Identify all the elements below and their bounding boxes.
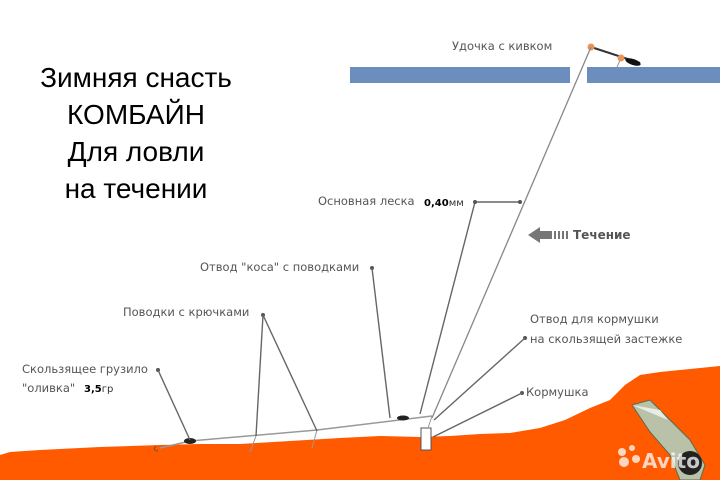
swivel-icon [397, 415, 409, 421]
label-sinker-weight: 3,5гр [84, 384, 113, 395]
sinker-icon [184, 438, 196, 444]
pointer-leader-1 [255, 314, 264, 437]
label-current: Течение [573, 228, 631, 242]
label-main-line: Основная леска [318, 194, 415, 208]
label-feeder: Кормушка [526, 385, 589, 399]
pointer-braid [371, 267, 391, 419]
label-feeder-branch-2: на скользящей застежке [530, 332, 682, 346]
title-line-3: Для ловли [68, 136, 205, 167]
feeder-link [427, 415, 433, 429]
hook-icon [153, 445, 159, 452]
ice-left [350, 67, 570, 83]
pointer-dot [473, 200, 477, 204]
pike-logo-icon [631, 399, 706, 480]
current-arrow-icon [528, 227, 568, 243]
label-hook-leaders: Поводки с крючками [123, 305, 249, 319]
label-main-line-value: 0,40мм [424, 198, 464, 209]
label-sinker-1: Скользящее грузило [22, 362, 148, 376]
rod-icon [587, 43, 641, 68]
label-feeder-branch-1: Отвод для кормушки [530, 312, 659, 326]
rig-line [159, 415, 433, 449]
pointer-sinker [157, 369, 191, 441]
pointer-leader-2 [262, 314, 318, 432]
title-line-1: Зимняя снасть [40, 62, 232, 93]
river-bottom [0, 366, 720, 480]
title-line-4: на течении [65, 173, 208, 204]
hook-leader [311, 429, 318, 449]
label-rod: Удочка с кивком [452, 39, 552, 53]
pointer-main-line [419, 201, 520, 415]
feeder-icon [420, 427, 432, 451]
pointer-dot [518, 200, 522, 204]
hook-leader [249, 435, 257, 453]
avito-watermark-icon: Avito [618, 445, 700, 473]
pointer-feeder [432, 392, 523, 438]
title-line-2: КОМБАЙН [67, 99, 205, 130]
label-braid-branch: Отвод "коса" с поводками [200, 260, 359, 274]
pointer-feeder-branch [433, 337, 526, 421]
main-line [431, 46, 592, 419]
ice-right [587, 67, 720, 83]
label-sinker-2: "оливка" [22, 381, 75, 395]
watermark-text: Avito [642, 449, 700, 473]
diagram-title: Зимняя снасть КОМБАЙН Для ловли на течен… [40, 62, 232, 204]
